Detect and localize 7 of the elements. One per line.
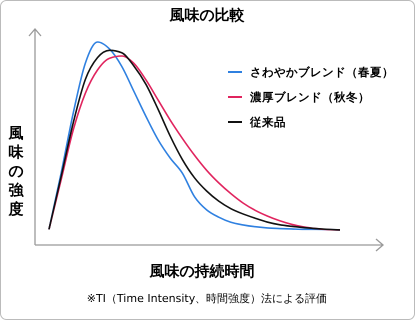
legend-label: さわやかブレンド（春夏）	[250, 65, 394, 79]
legend-label: 従来品	[249, 115, 286, 129]
text: ※TI（Time Intensity、時間強度）法による評価	[86, 292, 328, 305]
legend-label: 濃厚ブレンド（秋冬）	[249, 90, 370, 104]
y-axis-title: 風味の強度	[8, 124, 24, 218]
x-axis-title: 風味の持続時間	[148, 262, 254, 280]
chart-title: 風味の比較	[168, 6, 246, 24]
